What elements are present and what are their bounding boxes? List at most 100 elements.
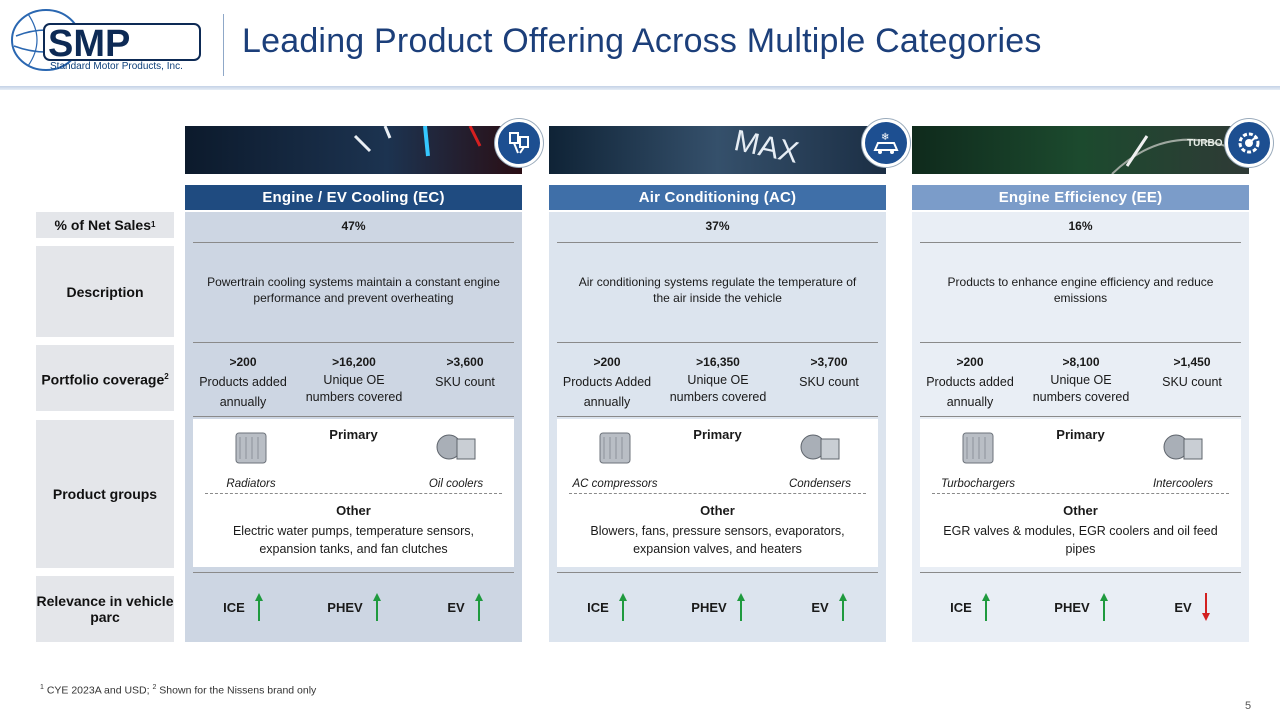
ec-gauge-image: [185, 126, 522, 174]
ee-image-text: TURBO: [1187, 138, 1223, 149]
category-column-ec: 47% Powertrain cooling systems maintain …: [185, 212, 522, 642]
stat-value: >16,350: [696, 355, 740, 369]
relevance-label: ICE: [587, 599, 609, 615]
other-label: Other: [1063, 503, 1098, 518]
product-caption: Radiators: [226, 478, 276, 490]
stat-value: >1,450: [1173, 355, 1211, 369]
stat-label: Unique OE numbers covered: [305, 373, 403, 404]
column-header-ac: Air Conditioning (AC): [549, 185, 886, 210]
product-caption: Turbochargers: [941, 478, 1015, 490]
logo-subtitle: Standard Motor Products, Inc.: [50, 61, 183, 72]
relevance-label: PHEV: [691, 599, 727, 615]
product-groups-box: Primary Radiators Oil coolers Other Elec…: [193, 419, 514, 567]
stat-value: >200: [956, 355, 984, 369]
stat-value: >200: [593, 355, 621, 369]
arrow-up-icon: [372, 593, 381, 621]
row-divider: [193, 572, 514, 573]
page-title: Leading Product Offering Across Multiple…: [242, 22, 1042, 60]
row-divider: [557, 242, 878, 243]
portfolio-stat: >8,100 Unique OE numbers covered: [1025, 352, 1137, 406]
description-text: Air conditioning systems regulate the te…: [578, 275, 857, 305]
row-divider: [557, 572, 878, 573]
row-label-relevance: Relevance in vehicle parc: [36, 576, 174, 642]
row-divider: [920, 342, 1241, 343]
stat-value: >3,700: [810, 355, 848, 369]
stat-label: SKU count: [435, 375, 495, 389]
dashed-divider: [932, 493, 1229, 494]
description-text: Products to enhance engine efficiency an…: [947, 275, 1214, 305]
other-label: Other: [700, 503, 735, 518]
product-caption: Oil coolers: [428, 478, 484, 490]
row-divider: [193, 416, 514, 417]
arrow-up-icon: [618, 593, 627, 621]
logo-text: SMP: [48, 23, 130, 65]
portfolio-stat: >16,350 Unique OE numbers covered: [662, 352, 774, 406]
product-image: [1163, 434, 1203, 460]
product-image: [800, 434, 840, 460]
relevance-item: EV: [409, 592, 521, 622]
product-image: [962, 432, 994, 464]
column-header-ee: Engine Efficiency (EE): [912, 185, 1249, 210]
stat-label: SKU count: [1162, 375, 1222, 389]
stat-value: >8,100: [1062, 355, 1100, 369]
stat-value: >200: [229, 355, 257, 369]
description-text: Powertrain cooling systems maintain a co…: [207, 275, 500, 305]
stat-value: >3,600: [446, 355, 484, 369]
arrow-up-icon: [474, 593, 483, 621]
car-ac-icon: ❄: [862, 119, 910, 167]
portfolio-stat: >3,700 SKU count: [773, 352, 885, 392]
svg-text:❄: ❄: [881, 132, 889, 143]
column-header-ec: Engine / EV Cooling (EC): [185, 185, 522, 210]
title-divider: [223, 14, 224, 76]
page-number: 5: [1245, 700, 1252, 712]
row-label-net-sales: % of Net Sales 1: [36, 212, 174, 238]
primary-product: Radiators: [201, 429, 301, 490]
relevance-item: EV: [1136, 592, 1248, 622]
portfolio-stat: >3,600 SKU count: [409, 352, 521, 392]
engine-pistons-icon: [495, 119, 543, 167]
category-column-ac: 37% Air conditioning systems regulate th…: [549, 212, 886, 642]
product-caption: Intercoolers: [1152, 478, 1214, 490]
row-divider: [557, 342, 878, 343]
smp-logo: SMP: [11, 9, 201, 71]
row-divider: [920, 572, 1241, 573]
product-image: [436, 434, 476, 460]
arrow-up-icon: [254, 593, 263, 621]
relevance-label: PHEV: [1054, 599, 1090, 615]
arrow-up-icon: [981, 593, 990, 621]
product-groups-box: Primary AC compressors Condensers Other …: [557, 419, 878, 567]
relevance-label: EV: [447, 599, 465, 615]
portfolio-stat: >200 Products Added annually: [551, 352, 663, 412]
ee-turbo-gauge-image: TURBO: [912, 126, 1249, 174]
net-sales-value: 37%: [705, 219, 730, 233]
product-caption: AC compressors: [572, 478, 658, 490]
dashed-divider: [205, 493, 502, 494]
row-label-description: Description: [36, 246, 174, 337]
relevance-item: ICE: [551, 592, 663, 622]
primary-product: Intercoolers: [1133, 429, 1233, 490]
relevance-label: EV: [811, 599, 829, 615]
category-column-ee: 16% Products to enhance engine efficienc…: [912, 212, 1249, 642]
relevance-label: ICE: [223, 599, 245, 615]
row-divider: [193, 342, 514, 343]
relevance-item: PHEV: [1025, 592, 1137, 622]
stat-label: Products added annually: [926, 375, 1014, 409]
product-groups-box: Primary Turbochargers Intercoolers Other…: [920, 419, 1241, 567]
relevance-item: EV: [773, 592, 885, 622]
row-divider: [193, 242, 514, 243]
row-label-product-groups: Product groups: [36, 420, 174, 568]
relevance-item: PHEV: [298, 592, 410, 622]
stat-label: SKU count: [799, 375, 859, 389]
primary-label: Primary: [693, 427, 742, 442]
footnote: 1 CYE 2023A and USD; 2 Shown for the Nis…: [40, 684, 317, 697]
primary-product: Condensers: [770, 429, 870, 490]
net-sales-value: 47%: [341, 219, 366, 233]
primary-label: Primary: [1056, 427, 1105, 442]
row-label-portfolio: Portfolio coverage2: [36, 345, 174, 411]
arrow-down-icon: [1201, 593, 1210, 621]
relevance-item: PHEV: [662, 592, 774, 622]
other-products-text: Blowers, fans, pressure sensors, evapora…: [590, 524, 845, 556]
product-image: [235, 432, 267, 464]
arrow-up-icon: [736, 593, 745, 621]
relevance-item: ICE: [914, 592, 1026, 622]
